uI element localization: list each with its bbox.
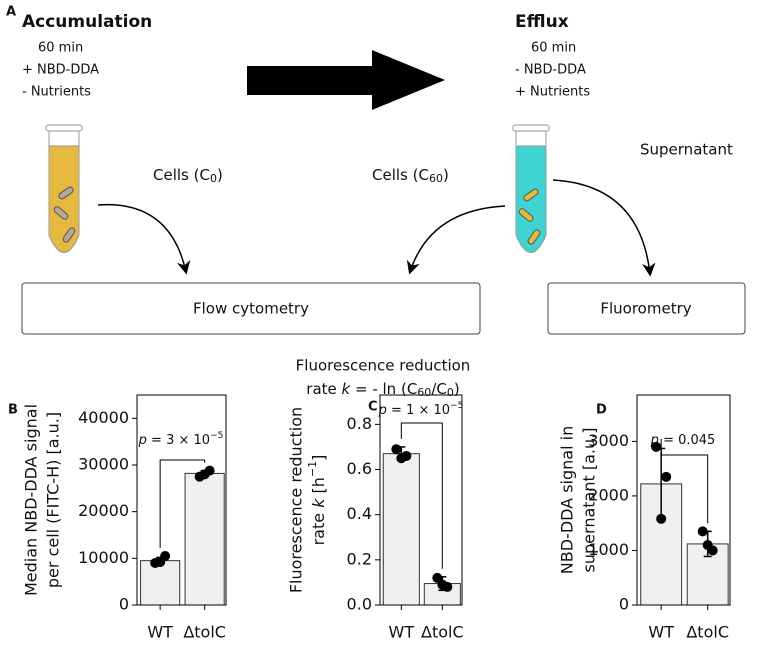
- data-point: [697, 526, 708, 537]
- x-tick-label: ΔtolC: [183, 623, 226, 642]
- y-tick-label: 40000: [78, 408, 129, 427]
- panel-label: B: [8, 403, 18, 418]
- formula: Fluorescence reduction: [296, 357, 471, 375]
- y-tick-label: 0.2: [347, 549, 372, 568]
- step-line: + Nutrients: [515, 85, 590, 100]
- y-tick-label: 0: [119, 595, 129, 614]
- formula: rate k = - ln (C60/C0): [306, 380, 459, 400]
- y-tick-label: 2000: [588, 485, 629, 504]
- bar: [382, 453, 420, 606]
- y-tick-label: 0.4: [347, 504, 372, 523]
- step-line: 60 min: [38, 41, 83, 56]
- data-point: [437, 579, 448, 590]
- p-value: p = 3 × 10−5: [138, 431, 224, 448]
- label: Cells (C60): [372, 166, 449, 186]
- box: [21, 282, 481, 335]
- box-label: Flow cytometry: [193, 300, 309, 318]
- p-value: p = 0.045: [650, 433, 716, 448]
- data-point: [702, 540, 713, 550]
- data-point: [155, 557, 166, 568]
- y-label: Median NBD-DDA signal per cell (FITC-H) …: [22, 404, 63, 596]
- panel-label: D: [596, 403, 607, 418]
- data-point: [651, 441, 662, 452]
- y-tick-label: 30000: [78, 455, 129, 474]
- y-label-line: per cell (FITC-H) [a.u.]: [44, 412, 63, 588]
- x-tick-label: WT: [648, 623, 674, 642]
- y-label: Fluorescence reduction rate k [h−1]: [287, 407, 328, 593]
- data-point: [391, 444, 402, 455]
- data-point: [661, 471, 672, 482]
- y-tick-label: 0: [619, 595, 629, 614]
- tube: [45, 124, 83, 253]
- data-point: [396, 453, 407, 464]
- panel-label: C: [368, 400, 378, 415]
- y-label-line: Median NBD-DDA signal: [22, 404, 41, 596]
- arrow: [552, 179, 656, 277]
- step-title: Accumulation: [22, 12, 152, 32]
- plot-frame: [636, 394, 731, 606]
- y-label-line: NBD-DDA signal in: [558, 426, 577, 574]
- plot-frame: [136, 394, 227, 606]
- arrow: [406, 205, 506, 275]
- p-value: p = 1 × 10−5: [378, 401, 464, 418]
- x-tick-label: ΔtolC: [421, 623, 464, 642]
- tube: [512, 124, 550, 253]
- label: Cells (C0): [153, 166, 223, 186]
- significance-bracket: [159, 459, 206, 548]
- y-tick-label: 10000: [78, 548, 129, 567]
- step-line: - NBD-DDA: [515, 63, 586, 78]
- step-line: 60 min: [531, 41, 576, 56]
- significance-bracket: [400, 422, 443, 569]
- step-title: Efflux: [515, 12, 569, 32]
- x-tick-label: ΔtolC: [686, 623, 729, 642]
- y-label-line: rate k [h−1]: [306, 455, 328, 546]
- y-label: NBD-DDA signal in supernatant [a.u.]: [558, 426, 599, 574]
- x-tick-label: WT: [147, 623, 173, 642]
- y-tick-label: 0.6: [347, 459, 372, 478]
- bar: [184, 472, 225, 606]
- plot-frame: [379, 394, 463, 606]
- y-label-line: Fluorescence reduction: [287, 407, 306, 593]
- y-tick-label: 0.8: [347, 414, 372, 433]
- step-line: - Nutrients: [22, 85, 91, 100]
- y-tick-label: 20000: [78, 501, 129, 520]
- bar: [140, 560, 181, 606]
- y-tick-label: 1000: [588, 540, 629, 559]
- label: Supernatant: [640, 141, 733, 159]
- box: [547, 282, 746, 335]
- y-tick-label: 3000: [588, 431, 629, 450]
- box-label: Fluorometry: [600, 300, 691, 318]
- arrow: [97, 203, 191, 275]
- data-point: [656, 513, 667, 524]
- y-label-line: supernatant [a.u.]: [580, 428, 599, 573]
- significance-bracket: [660, 438, 709, 524]
- y-tick-label: 0.0: [347, 595, 372, 614]
- big-arrow: [247, 50, 445, 110]
- step-line: + NBD-DDA: [22, 63, 99, 78]
- data-point: [199, 469, 210, 480]
- x-tick-label: WT: [389, 623, 415, 642]
- panel-label: A: [6, 5, 16, 20]
